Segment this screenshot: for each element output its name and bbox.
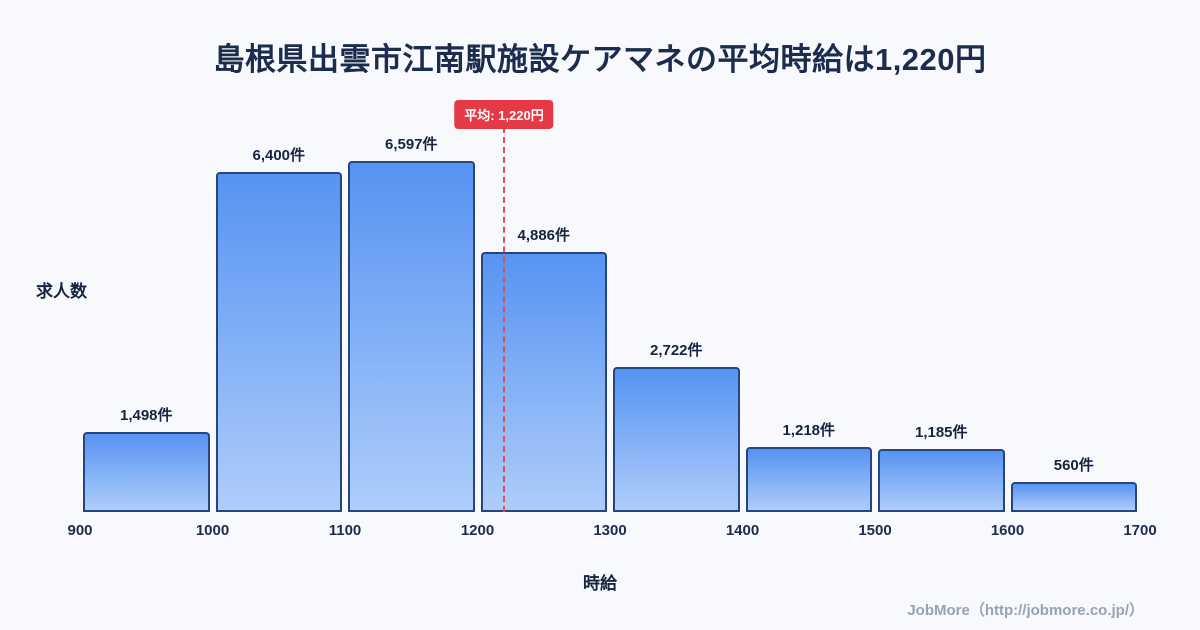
bar-value-label: 2,722件 — [649, 342, 703, 360]
page-title: 島根県出雲市江南駅施設ケアマネの平均時給は1,220円 — [213, 42, 987, 77]
bar-value-label: 560件 — [1053, 457, 1094, 475]
x-axis-tick: 1000 — [195, 522, 230, 539]
histogram-bar — [1010, 482, 1137, 512]
x-axis-tick: 900 — [67, 522, 93, 539]
x-axis-tick: 1400 — [725, 522, 760, 539]
histogram-bar — [215, 171, 342, 512]
bar-value-label: 4,886件 — [517, 227, 571, 245]
histogram-bar — [613, 367, 740, 512]
bar-value-label: 1,218件 — [782, 422, 836, 440]
histogram-bar — [480, 252, 607, 512]
x-axis-tick: 1200 — [460, 522, 495, 539]
footer-branding: JobMore（http://jobmore.co.jp/） — [907, 602, 1144, 619]
bar-value-label: 6,597件 — [384, 136, 438, 154]
x-axis-tick: 1100 — [328, 522, 362, 539]
x-axis-label: 時給 — [583, 574, 617, 593]
histogram-bar — [83, 432, 210, 512]
x-axis-tick: 1600 — [990, 522, 1025, 539]
bar-value-label: 1,498件 — [119, 407, 173, 425]
bar-value-label: 1,185件 — [914, 424, 968, 442]
x-axis-tick: 1500 — [858, 522, 892, 539]
x-axis-tick: 1700 — [1123, 522, 1157, 539]
histogram-bar — [348, 161, 475, 512]
x-axis-tick: 1300 — [593, 522, 627, 539]
average-badge: 平均: 1,220円 — [454, 100, 554, 129]
histogram-bar — [745, 447, 872, 512]
plot-area: 平均: 1,220円 1,498件 6,400件 6,597件 4,886件 2,722… — [80, 100, 1140, 512]
bar-value-label: 6,400件 — [252, 146, 306, 164]
y-axis-label: 求人数 — [36, 282, 87, 301]
x-axis: 900 1000 1100 1200 1300 1400 1500 1600 1700 — [67, 522, 1156, 544]
average-line — [503, 127, 505, 512]
histogram-bar — [878, 449, 1005, 512]
